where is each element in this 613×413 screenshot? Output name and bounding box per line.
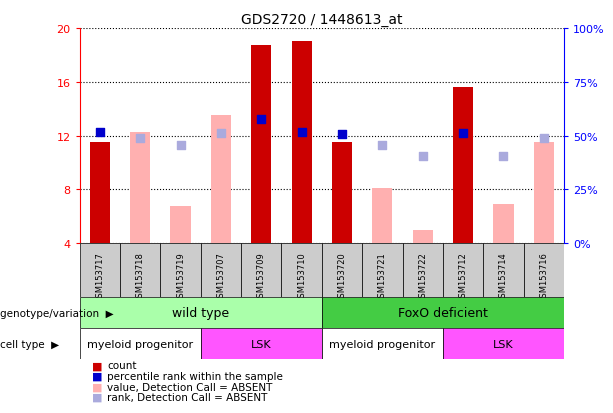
Text: FoxO deficient: FoxO deficient <box>398 306 488 319</box>
Bar <box>443 244 483 297</box>
Bar <box>493 205 514 244</box>
Text: GSM153712: GSM153712 <box>459 252 468 302</box>
Text: wild type: wild type <box>172 306 229 319</box>
Text: rank, Detection Call = ABSENT: rank, Detection Call = ABSENT <box>107 392 268 402</box>
Bar <box>413 230 433 244</box>
Text: myeloid progenitor: myeloid progenitor <box>87 339 193 349</box>
Bar <box>251 46 272 244</box>
Bar <box>201 328 322 359</box>
Text: GSM153717: GSM153717 <box>96 252 104 302</box>
Text: percentile rank within the sample: percentile rank within the sample <box>107 371 283 381</box>
Text: ■: ■ <box>92 371 102 381</box>
Point <box>539 135 549 142</box>
Bar <box>211 116 231 244</box>
Text: LSK: LSK <box>251 339 272 349</box>
Bar <box>170 206 191 244</box>
Text: GSM153722: GSM153722 <box>418 252 427 302</box>
Text: GSM153709: GSM153709 <box>257 252 266 302</box>
Bar <box>80 297 322 328</box>
Text: GSM153716: GSM153716 <box>539 252 548 302</box>
Title: GDS2720 / 1448613_at: GDS2720 / 1448613_at <box>241 12 403 26</box>
Bar <box>332 143 352 244</box>
Bar <box>453 88 473 244</box>
Text: ■: ■ <box>92 361 102 370</box>
Point <box>256 117 266 123</box>
Bar <box>322 297 564 328</box>
Bar <box>372 189 392 244</box>
Text: GSM153714: GSM153714 <box>499 252 508 302</box>
Text: value, Detection Call = ABSENT: value, Detection Call = ABSENT <box>107 382 273 392</box>
Bar <box>201 244 241 297</box>
Bar <box>443 328 564 359</box>
Bar <box>80 244 120 297</box>
Bar <box>322 244 362 297</box>
Bar <box>89 143 110 244</box>
Point <box>498 153 508 160</box>
Bar <box>403 244 443 297</box>
Text: GSM153707: GSM153707 <box>216 252 226 302</box>
Point <box>378 142 387 149</box>
Bar <box>292 43 312 244</box>
Point <box>176 142 186 149</box>
Bar <box>80 328 201 359</box>
Point <box>216 131 226 137</box>
Text: GSM153718: GSM153718 <box>135 252 145 302</box>
Point <box>458 131 468 137</box>
Point <box>297 129 306 135</box>
Text: cell type  ▶: cell type ▶ <box>0 339 59 349</box>
Bar <box>322 328 443 359</box>
Text: GSM153710: GSM153710 <box>297 252 306 302</box>
Text: GSM153720: GSM153720 <box>338 252 346 302</box>
Bar <box>483 244 524 297</box>
Point <box>418 153 428 160</box>
Bar <box>120 244 161 297</box>
Bar <box>281 244 322 297</box>
Text: count: count <box>107 361 137 370</box>
Bar <box>524 244 564 297</box>
Text: ■: ■ <box>92 382 102 392</box>
Text: myeloid progenitor: myeloid progenitor <box>329 339 435 349</box>
Point <box>95 129 105 135</box>
Text: GSM153719: GSM153719 <box>176 252 185 302</box>
Bar <box>534 143 554 244</box>
Point <box>337 132 347 138</box>
Text: GSM153721: GSM153721 <box>378 252 387 302</box>
Bar <box>241 244 281 297</box>
Bar <box>130 132 150 244</box>
Point <box>135 135 145 142</box>
Text: LSK: LSK <box>493 339 514 349</box>
Text: ■: ■ <box>92 392 102 402</box>
Bar <box>161 244 201 297</box>
Bar <box>362 244 403 297</box>
Text: genotype/variation  ▶: genotype/variation ▶ <box>0 308 113 318</box>
